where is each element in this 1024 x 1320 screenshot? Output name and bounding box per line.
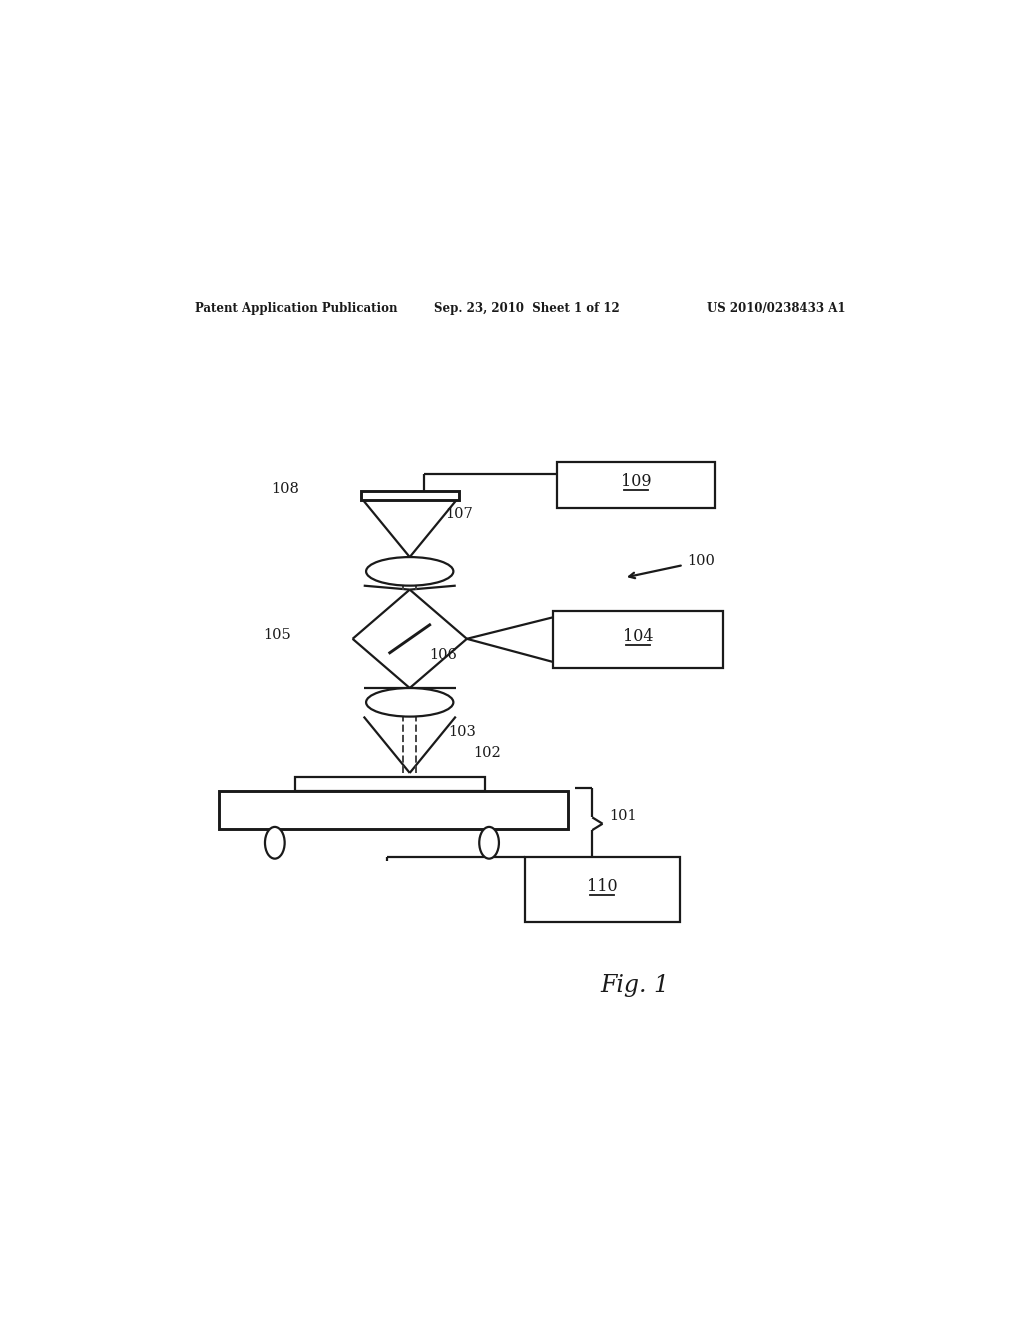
Text: 100: 100	[687, 554, 716, 568]
Bar	[360, 491, 459, 500]
Text: 103: 103	[447, 726, 476, 739]
Ellipse shape	[479, 826, 499, 858]
Text: 105: 105	[263, 628, 291, 642]
Text: Fig. 1: Fig. 1	[600, 974, 670, 997]
Bar	[553, 611, 723, 668]
Text: 104: 104	[623, 628, 653, 645]
Bar	[524, 857, 680, 923]
Text: US 2010/0238433 A1: US 2010/0238433 A1	[708, 301, 846, 314]
Text: 106: 106	[430, 648, 458, 661]
Text: 101: 101	[609, 809, 637, 822]
Bar	[219, 791, 568, 829]
Text: 109: 109	[621, 473, 651, 490]
Bar	[557, 462, 716, 508]
Ellipse shape	[366, 557, 454, 586]
Ellipse shape	[366, 688, 454, 717]
Text: 102: 102	[473, 746, 501, 760]
Ellipse shape	[265, 826, 285, 858]
Text: 107: 107	[445, 507, 473, 521]
Text: 108: 108	[270, 482, 299, 496]
Text: 110: 110	[587, 878, 617, 895]
Text: Patent Application Publication: Patent Application Publication	[196, 301, 398, 314]
Text: Sep. 23, 2010  Sheet 1 of 12: Sep. 23, 2010 Sheet 1 of 12	[433, 301, 620, 314]
Bar	[295, 777, 485, 791]
